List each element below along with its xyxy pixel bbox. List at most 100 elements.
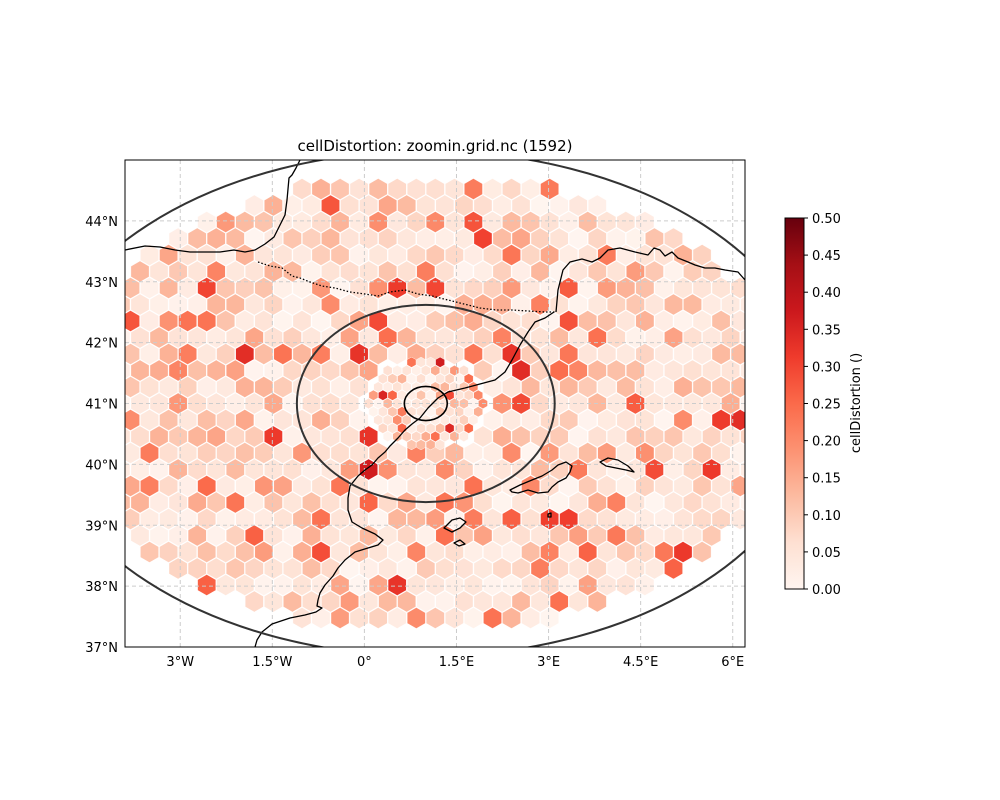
mesh-cell <box>645 557 664 580</box>
mesh-cell <box>502 409 521 431</box>
mesh-cell <box>168 557 188 580</box>
mesh-cell <box>711 343 731 365</box>
mesh-cell <box>197 277 217 299</box>
mesh-cell <box>664 293 683 316</box>
mesh-cell <box>664 227 683 250</box>
mesh-cell <box>125 362 131 379</box>
mesh-cell <box>340 524 359 547</box>
mesh-cell <box>578 574 597 596</box>
mesh-cell <box>459 431 469 442</box>
mesh-cell <box>264 194 283 217</box>
mesh-cell <box>407 211 426 233</box>
mesh-cell <box>435 356 445 368</box>
mesh-cell <box>273 442 293 464</box>
mesh-cell <box>378 406 388 418</box>
mesh-cell <box>397 389 407 401</box>
mesh-cell <box>454 227 474 250</box>
mesh-cell <box>435 227 455 250</box>
mesh-cell <box>93 426 111 447</box>
mesh-cell <box>483 508 502 530</box>
mesh-cell <box>292 310 312 332</box>
mesh-cell <box>292 508 312 530</box>
mesh-cell <box>626 557 645 580</box>
mesh-cell <box>626 392 645 415</box>
mesh-cell <box>607 557 626 580</box>
mesh-cell <box>711 442 731 464</box>
mesh-cell <box>264 425 283 448</box>
mesh-cell <box>321 227 340 250</box>
mesh-cell <box>411 365 421 376</box>
mesh-cell <box>392 414 402 426</box>
mesh-cell <box>683 425 702 448</box>
mesh-cell <box>492 590 512 613</box>
mesh-cell <box>692 343 712 365</box>
mesh-cell <box>711 475 731 497</box>
mesh-cell <box>559 244 578 266</box>
map-title: cellDistortion: zoomin.grid.nc (1592) <box>298 137 573 155</box>
mesh-cell <box>168 260 188 283</box>
mesh-cell <box>197 244 217 266</box>
colorbar-tick-label: 0.50 <box>812 212 841 227</box>
mesh-cell <box>244 194 264 217</box>
mesh-cell <box>206 425 226 448</box>
mesh-cell <box>102 410 120 431</box>
mesh-cell <box>130 491 150 514</box>
mesh-cell <box>721 293 740 316</box>
mesh-cell <box>197 475 217 497</box>
mesh-cell <box>225 227 245 250</box>
mesh-cell <box>168 491 188 514</box>
mesh-cell <box>387 178 407 200</box>
mesh-cell <box>387 574 407 596</box>
mesh-cell <box>426 211 445 233</box>
mesh-cell <box>673 409 693 431</box>
mesh-cell <box>178 442 197 464</box>
mesh-cell <box>673 277 693 299</box>
mesh-cell <box>711 409 731 431</box>
mesh-cell <box>521 508 540 530</box>
mesh-cell <box>244 524 264 547</box>
mesh-cell <box>149 524 169 547</box>
mesh-cell <box>178 244 197 266</box>
mesh-cell <box>340 590 359 613</box>
mesh-cell <box>540 310 559 332</box>
mesh-cell <box>492 392 512 415</box>
mesh-cell <box>406 439 417 451</box>
mesh-cell <box>464 607 483 629</box>
mesh-cell <box>378 227 397 250</box>
mesh-cell <box>645 491 664 514</box>
mesh-cell <box>444 406 455 418</box>
mesh-cell <box>568 557 588 580</box>
mesh-cell <box>368 389 379 401</box>
mesh-cell <box>425 389 436 401</box>
mesh-cell <box>411 398 421 409</box>
mesh-cell <box>397 557 416 580</box>
mesh-cell <box>125 475 140 497</box>
mesh-cell <box>216 541 236 563</box>
mesh-cell <box>502 574 521 596</box>
mesh-cell <box>454 194 474 217</box>
mesh-cell <box>468 414 479 426</box>
mesh-cell <box>125 296 131 313</box>
mesh-cell <box>407 310 426 332</box>
mesh-cell <box>235 409 255 431</box>
mesh-cell <box>750 410 768 431</box>
mesh-cell <box>93 360 111 381</box>
y-tick-label: 38°N <box>85 580 118 595</box>
mesh-cell <box>244 557 264 580</box>
mesh-cell <box>140 541 159 563</box>
mesh-cell <box>102 476 120 497</box>
mesh-cell <box>511 260 531 283</box>
mesh-cell <box>235 277 255 299</box>
mesh-cell <box>416 373 426 385</box>
mesh-cell <box>283 491 302 514</box>
mesh-cell <box>178 409 197 431</box>
mesh-cell <box>492 524 512 547</box>
mesh-cell <box>540 508 559 530</box>
mesh-cell <box>383 431 393 442</box>
mesh-cell <box>559 376 578 398</box>
mesh-cell <box>421 365 431 376</box>
mesh-cell <box>311 310 331 332</box>
y-tick-label: 42°N <box>85 337 118 352</box>
colorbar-ticks: 0.00 0.05 0.10 0.15 0.20 0.25 0.30 0.35 0.40 0.45… <box>804 212 841 598</box>
mesh-cell <box>454 406 464 418</box>
